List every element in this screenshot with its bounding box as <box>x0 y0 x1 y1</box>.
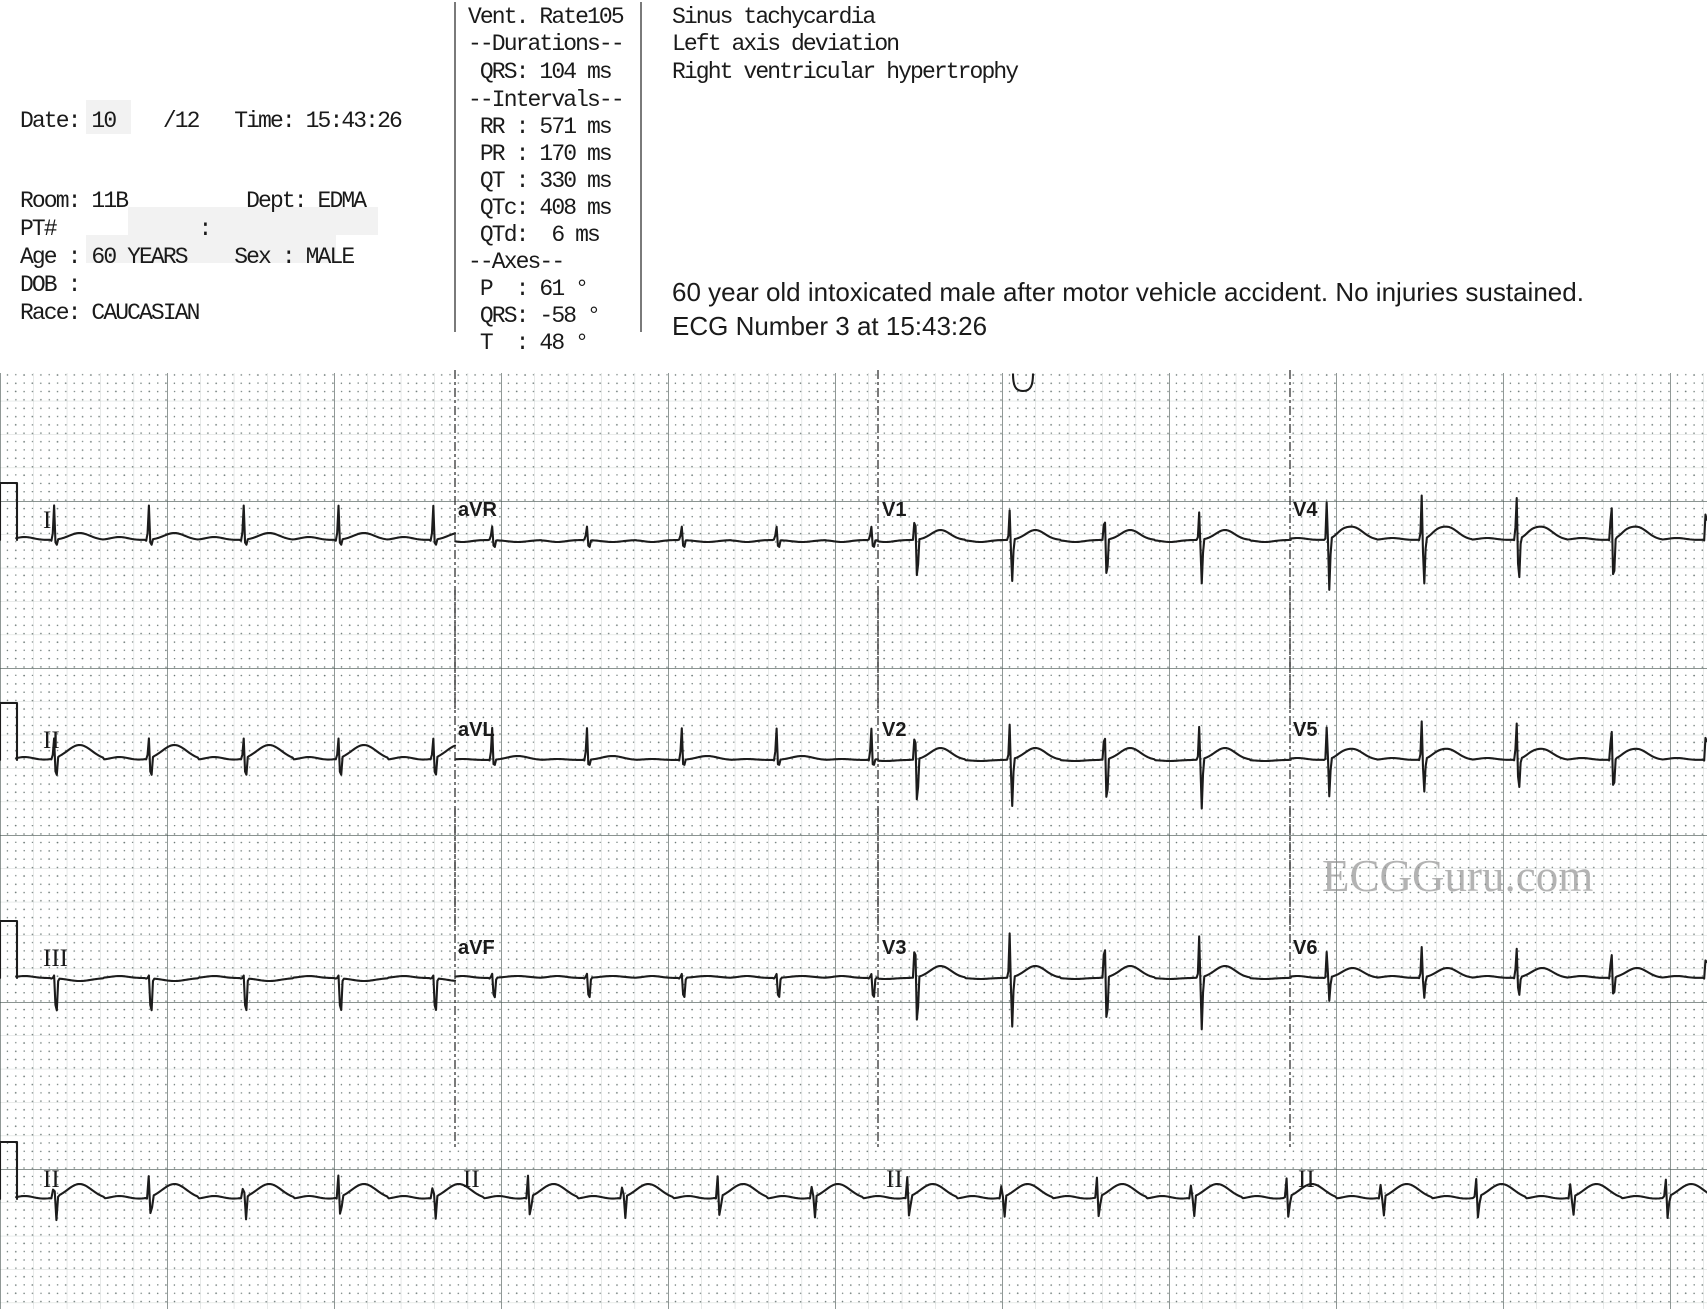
svg-text:aVF: aVF <box>458 937 495 959</box>
svg-text:V1: V1 <box>882 499 906 521</box>
svg-text:II: II <box>43 1166 60 1193</box>
svg-text:II: II <box>1298 1166 1315 1193</box>
svg-text:II: II <box>886 1166 903 1193</box>
svg-text:aVR: aVR <box>458 499 497 521</box>
svg-text:aVL: aVL <box>458 719 495 741</box>
svg-text:V6: V6 <box>1293 937 1317 959</box>
svg-text:II: II <box>463 1166 480 1193</box>
svg-text:V3: V3 <box>882 937 906 959</box>
svg-text:II: II <box>43 727 60 754</box>
svg-text:I: I <box>43 507 51 534</box>
svg-text:V2: V2 <box>882 719 906 741</box>
svg-text:III: III <box>43 945 68 972</box>
svg-text:V5: V5 <box>1293 719 1317 741</box>
svg-text:V4: V4 <box>1293 499 1318 521</box>
